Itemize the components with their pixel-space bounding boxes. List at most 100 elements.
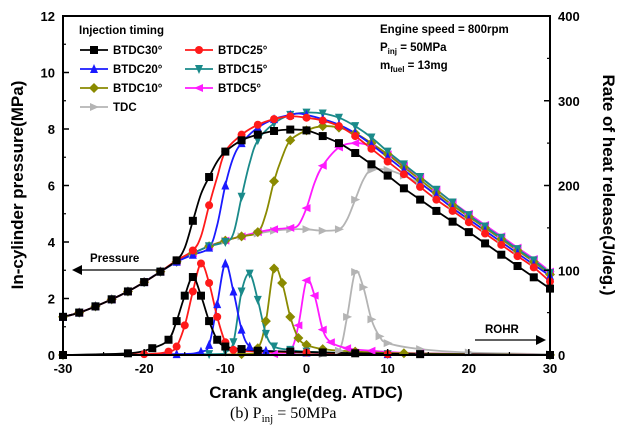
pressure-point-btdc25 bbox=[497, 240, 506, 249]
rohr-arrowhead bbox=[536, 335, 546, 345]
rohr-point-tdc bbox=[343, 312, 353, 321]
legend-marker-btdc15 bbox=[195, 65, 203, 74]
pressure-point-btdc25 bbox=[481, 229, 490, 238]
y-tick-label: 8 bbox=[48, 122, 55, 137]
rohr-point-btdc30 bbox=[213, 335, 222, 344]
markers-layer bbox=[58, 108, 555, 360]
legend-title: Injection timing bbox=[79, 25, 164, 37]
caption-suffix: = 50MPa bbox=[273, 405, 336, 422]
legend: Injection timing BTDC30° BTDC25° BTDC20° BT… bbox=[79, 25, 268, 114]
rohr-point-btdc25 bbox=[180, 321, 189, 330]
curves-layer bbox=[62, 111, 551, 356]
rohr-point-btdc15 bbox=[229, 338, 238, 348]
y2-axis-label: Rate of heat release(J/deg.) bbox=[599, 74, 618, 295]
x-tick-label: -20 bbox=[135, 361, 154, 376]
pressure-point-btdc30 bbox=[448, 217, 457, 226]
rohr-point-btdc20 bbox=[237, 324, 246, 334]
rohr-point-btdc15 bbox=[270, 342, 279, 352]
rohr-point-btdc25 bbox=[164, 347, 173, 356]
pressure-point-btdc30 bbox=[464, 228, 473, 237]
x-tick-label: -10 bbox=[216, 361, 235, 376]
pressure-point-btdc15 bbox=[318, 109, 327, 119]
rohr-point-btdc30 bbox=[253, 346, 262, 355]
legend-marker-btdc5 bbox=[194, 84, 203, 92]
rohr-point-tdc bbox=[367, 315, 377, 324]
rohr-point-btdc20 bbox=[229, 286, 238, 296]
x-tick-label: 0 bbox=[303, 361, 310, 376]
pressure-point-btdc10 bbox=[252, 227, 263, 238]
y-tick-label: 12 bbox=[41, 9, 55, 24]
y-tick-label: 10 bbox=[41, 66, 55, 81]
rohr-point-btdc10 bbox=[293, 333, 304, 344]
pressure-point-btdc30 bbox=[107, 295, 116, 304]
pressure-point-btdc15 bbox=[237, 192, 246, 202]
condition-m: m bbox=[380, 60, 390, 72]
pressure-point-btdc25 bbox=[334, 122, 343, 131]
pressure-point-btdc30 bbox=[188, 216, 197, 225]
pressure-point-btdc15 bbox=[383, 147, 392, 157]
condition-p-sub: inj bbox=[388, 47, 397, 56]
pressure-point-btdc5 bbox=[350, 139, 360, 148]
x-axis-label: Crank angle(deg. ATDC) bbox=[209, 383, 403, 402]
rohr-point-btdc5 bbox=[325, 338, 335, 347]
pressure-point-btdc30 bbox=[481, 239, 490, 248]
pressure-line-tdc bbox=[62, 168, 551, 318]
condition-p-val: = 50MPa bbox=[397, 42, 447, 54]
legend-marker-btdc25 bbox=[195, 46, 203, 54]
pressure-point-btdc30 bbox=[318, 132, 327, 141]
condition-fuel: mfuel = 13mg bbox=[380, 60, 448, 74]
pressure-point-btdc30 bbox=[302, 126, 311, 135]
legend-marker-btdc30 bbox=[90, 46, 98, 54]
rohr-point-btdc10 bbox=[277, 277, 288, 288]
rohr-point-btdc5 bbox=[309, 291, 319, 300]
rohr-point-btdc30 bbox=[164, 335, 173, 344]
pressure-point-btdc30 bbox=[270, 126, 279, 135]
caption-sub: inj bbox=[262, 413, 274, 425]
pressure-point-btdc30 bbox=[432, 206, 441, 215]
pressure-point-btdc30 bbox=[416, 195, 425, 204]
rohr-point-tdc bbox=[334, 346, 344, 355]
rohr-point-btdc10 bbox=[398, 348, 409, 359]
rohr-point-btdc20 bbox=[221, 258, 230, 268]
pressure-point-btdc30 bbox=[529, 273, 538, 282]
rohr-point-btdc30 bbox=[221, 342, 230, 351]
pressure-point-btdc20 bbox=[205, 242, 214, 252]
rohr-point-btdc30 bbox=[286, 347, 295, 356]
rohr-point-btdc25 bbox=[213, 312, 222, 321]
rohr-point-btdc25 bbox=[229, 345, 238, 354]
pressure-point-btdc25 bbox=[432, 195, 441, 204]
rohr-point-btdc30 bbox=[196, 291, 205, 300]
y2-tick-label: 400 bbox=[558, 9, 580, 24]
rohr-point-btdc25 bbox=[188, 287, 197, 296]
rohr-point-btdc5 bbox=[293, 321, 303, 330]
pressure-point-tdc bbox=[318, 226, 328, 235]
rohr-point-btdc15 bbox=[245, 269, 254, 279]
rohr-point-btdc30 bbox=[188, 273, 197, 282]
pressure-point-btdc30 bbox=[140, 278, 149, 287]
pressure-point-btdc30 bbox=[334, 139, 343, 148]
legend-label-tdc: TDC bbox=[113, 102, 137, 114]
legend-label-btdc25: BTDC25° bbox=[218, 45, 268, 57]
condition-pressure: Pinj = 50MPa bbox=[380, 42, 447, 56]
y2-tick-label: 100 bbox=[558, 263, 580, 278]
rohr-point-tdc bbox=[375, 332, 385, 341]
rohr-point-btdc15 bbox=[237, 287, 246, 297]
y-tick-label: 2 bbox=[48, 292, 55, 307]
pressure-point-btdc30 bbox=[351, 149, 360, 158]
pressure-point-btdc25 bbox=[270, 115, 279, 124]
pressure-point-btdc30 bbox=[91, 302, 100, 311]
pressure-point-btdc25 bbox=[286, 112, 295, 121]
caption: (b) Pinj = 50MPa bbox=[230, 405, 336, 425]
rohr-point-btdc5 bbox=[317, 325, 327, 334]
pressure-point-btdc30 bbox=[205, 173, 214, 182]
x-tick-label: 10 bbox=[380, 361, 394, 376]
pressure-point-btdc25 bbox=[529, 263, 538, 272]
x-tick-label: 30 bbox=[543, 361, 557, 376]
pressure-arrowhead bbox=[72, 265, 82, 275]
y2-tick-label: 0 bbox=[558, 348, 565, 363]
pressure-point-tdc bbox=[334, 225, 344, 234]
rohr-point-btdc20 bbox=[245, 341, 254, 351]
pressure-point-btdc15 bbox=[221, 238, 230, 247]
pressure-point-btdc15 bbox=[351, 122, 360, 132]
